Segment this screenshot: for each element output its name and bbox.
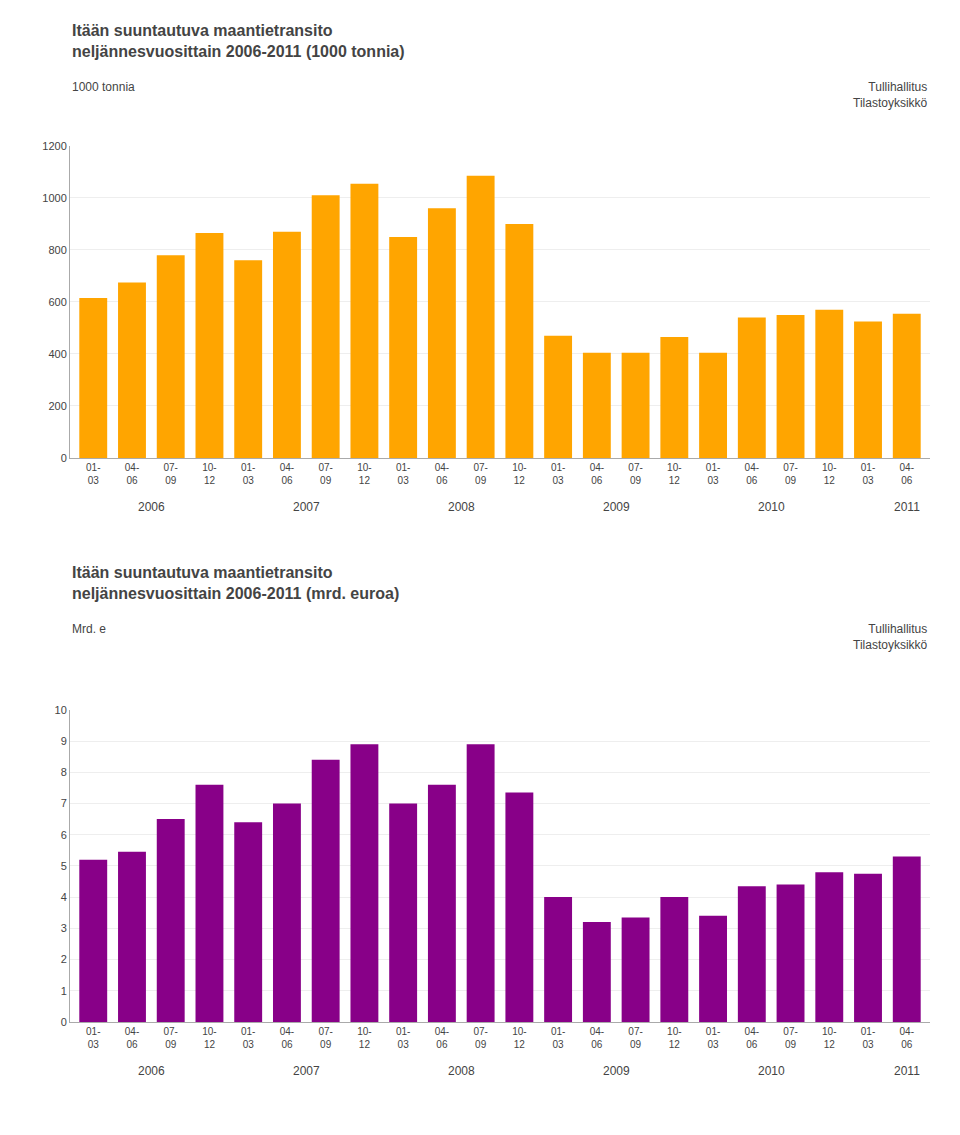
svg-text:2008: 2008	[448, 1064, 475, 1078]
svg-text:Itään suuntautuva maantietrans: Itään suuntautuva maantietransitoneljänn…	[72, 22, 405, 60]
svg-text:2010: 2010	[758, 1064, 785, 1078]
svg-text:TullihallitusTilastoyksikkö: TullihallitusTilastoyksikkö	[853, 80, 928, 110]
svg-text:10: 10	[55, 704, 67, 716]
svg-text:1: 1	[61, 985, 67, 997]
svg-text:2010: 2010	[758, 500, 785, 514]
svg-text:07-09: 07-09	[318, 462, 332, 486]
svg-text:10-12: 10-12	[357, 462, 371, 486]
svg-text:04-06: 04-06	[435, 1026, 449, 1050]
svg-text:04-06: 04-06	[745, 462, 759, 486]
svg-text:01-03: 01-03	[241, 462, 255, 486]
svg-text:2011: 2011	[894, 500, 920, 514]
svg-text:01-03: 01-03	[706, 462, 720, 486]
svg-text:04-06: 04-06	[590, 462, 604, 486]
svg-text:2: 2	[61, 953, 67, 965]
svg-text:10-12: 10-12	[512, 462, 526, 486]
svg-text:07-09: 07-09	[473, 1026, 487, 1050]
svg-text:04-06: 04-06	[125, 462, 139, 486]
svg-text:04-06: 04-06	[900, 1026, 914, 1050]
svg-text:10-12: 10-12	[202, 462, 216, 486]
svg-text:1200: 1200	[42, 140, 66, 152]
svg-text:400: 400	[48, 348, 66, 360]
svg-text:600: 600	[48, 296, 66, 308]
svg-text:5: 5	[61, 860, 67, 872]
svg-text:07-09: 07-09	[473, 462, 487, 486]
svg-text:0: 0	[61, 1016, 67, 1028]
svg-text:07-09: 07-09	[783, 1026, 797, 1050]
svg-text:01-03: 01-03	[396, 462, 410, 486]
svg-text:9: 9	[61, 735, 67, 747]
svg-text:07-09: 07-09	[163, 1026, 177, 1050]
svg-text:2007: 2007	[293, 1064, 320, 1078]
svg-text:07-09: 07-09	[628, 1026, 642, 1050]
svg-text:6: 6	[61, 829, 67, 841]
svg-text:01-03: 01-03	[86, 462, 100, 486]
svg-text:10-12: 10-12	[357, 1026, 371, 1050]
svg-text:2006: 2006	[138, 1064, 165, 1078]
svg-text:01-03: 01-03	[396, 1026, 410, 1050]
svg-text:7: 7	[61, 797, 67, 809]
svg-text:0: 0	[61, 452, 67, 464]
svg-text:10-12: 10-12	[822, 1026, 836, 1050]
svg-text:10-12: 10-12	[667, 1026, 681, 1050]
svg-text:04-06: 04-06	[900, 462, 914, 486]
svg-text:01-03: 01-03	[551, 1026, 565, 1050]
svg-text:8: 8	[61, 766, 67, 778]
svg-text:01-03: 01-03	[861, 462, 875, 486]
svg-text:01-03: 01-03	[86, 1026, 100, 1050]
svg-text:07-09: 07-09	[318, 1026, 332, 1050]
svg-text:2007: 2007	[293, 500, 320, 514]
svg-text:10-12: 10-12	[512, 1026, 526, 1050]
svg-text:07-09: 07-09	[628, 462, 642, 486]
svg-text:Mrd. e: Mrd. e	[72, 622, 106, 636]
svg-text:2006: 2006	[138, 500, 165, 514]
svg-text:01-03: 01-03	[551, 462, 565, 486]
svg-text:2009: 2009	[603, 1064, 630, 1078]
svg-text:10-12: 10-12	[822, 462, 836, 486]
svg-text:2009: 2009	[603, 500, 630, 514]
svg-text:1000 tonnia: 1000 tonnia	[72, 80, 135, 94]
svg-text:07-09: 07-09	[783, 462, 797, 486]
svg-text:01-03: 01-03	[861, 1026, 875, 1050]
svg-text:07-09: 07-09	[163, 462, 177, 486]
svg-text:01-03: 01-03	[706, 1026, 720, 1050]
svg-text:2008: 2008	[448, 500, 475, 514]
svg-text:TullihallitusTilastoyksikkö: TullihallitusTilastoyksikkö	[853, 622, 928, 652]
svg-text:04-06: 04-06	[125, 1026, 139, 1050]
svg-text:1000: 1000	[42, 192, 66, 204]
svg-text:200: 200	[48, 400, 66, 412]
svg-text:800: 800	[48, 244, 66, 256]
svg-text:04-06: 04-06	[280, 1026, 294, 1050]
svg-text:04-06: 04-06	[280, 462, 294, 486]
svg-text:2011: 2011	[894, 1064, 920, 1078]
svg-text:10-12: 10-12	[202, 1026, 216, 1050]
svg-text:Itään suuntautuva maantietrans: Itään suuntautuva maantietransitoneljänn…	[72, 564, 399, 602]
svg-text:04-06: 04-06	[745, 1026, 759, 1050]
svg-text:04-06: 04-06	[435, 462, 449, 486]
svg-text:10-12: 10-12	[667, 462, 681, 486]
svg-text:3: 3	[61, 922, 67, 934]
svg-text:04-06: 04-06	[590, 1026, 604, 1050]
svg-text:4: 4	[61, 891, 67, 903]
svg-text:01-03: 01-03	[241, 1026, 255, 1050]
